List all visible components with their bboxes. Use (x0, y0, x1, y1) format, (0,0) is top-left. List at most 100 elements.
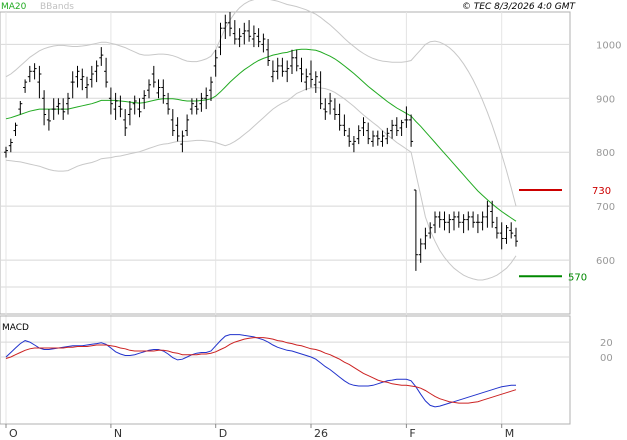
price-bar (123, 109, 128, 136)
price-bar (118, 95, 123, 118)
price-bar (285, 60, 290, 83)
macd-tick-label: 00 (600, 353, 613, 364)
price-bar (466, 211, 471, 231)
price-bar (270, 60, 275, 83)
price-bar (108, 87, 113, 115)
price-tick-label: 900 (596, 94, 615, 105)
price-bar (137, 98, 142, 118)
price-bar (18, 101, 23, 115)
price-bar (351, 136, 356, 153)
x-axis: O N D 26 F M (0, 423, 570, 440)
price-bar (447, 214, 452, 234)
macd-tick-label: 20 (600, 338, 613, 349)
price-bar (61, 98, 66, 120)
price-bar (371, 130, 375, 147)
macd-lines (5, 334, 517, 408)
bband-lower-line (5, 86, 517, 281)
price-bar (294, 49, 299, 72)
price-bar (437, 211, 442, 228)
price-bar (209, 76, 213, 101)
price-bar (299, 57, 304, 83)
price-bar (94, 60, 99, 83)
x-tick-label: F (409, 427, 415, 440)
price-bar (471, 211, 476, 228)
price-bar (228, 12, 232, 37)
price-bar (166, 92, 171, 115)
price-bar (394, 117, 399, 136)
price-bar (342, 114, 347, 136)
price-bar (242, 22, 247, 45)
price-bar (480, 211, 485, 231)
price-bar (51, 98, 56, 120)
price-bar (218, 22, 223, 56)
x-tick-label: D (219, 427, 227, 440)
x-tick-label: O (9, 427, 18, 440)
price-bar (56, 98, 61, 115)
price-bar (442, 211, 447, 231)
price-bar (175, 117, 180, 142)
price-bar (504, 225, 509, 244)
price-bar (390, 119, 395, 139)
price-bar (494, 216, 499, 239)
resistance-label: 730 (592, 186, 611, 197)
price-bar (127, 101, 132, 126)
price-bar (490, 200, 495, 228)
price-bar (194, 98, 199, 115)
price-bar (251, 25, 256, 48)
macd-line (5, 334, 516, 408)
price-bar (170, 109, 175, 136)
price-bar (237, 28, 242, 48)
price-bar (309, 60, 313, 88)
bband-upper-line (5, 0, 517, 207)
price-bar (485, 200, 490, 228)
price-bar (266, 39, 271, 66)
price-bar (375, 130, 380, 146)
price-bar (75, 65, 80, 88)
x-tick-label: N (114, 427, 122, 440)
price-bar (313, 71, 318, 93)
copyright-label: © TEC 8/3/2026 4:0 GMT (462, 2, 577, 12)
price-bar (180, 130, 185, 153)
price-tick-label: 800 (596, 148, 615, 159)
price-bar (318, 71, 323, 110)
price-bar (418, 238, 423, 263)
price-tick-label: 700 (596, 202, 615, 213)
price-bar (347, 127, 352, 147)
price-bar (80, 68, 85, 91)
price-bar (366, 122, 371, 145)
price-bar (132, 95, 137, 115)
price-bar (280, 57, 285, 77)
price-bar (399, 119, 404, 136)
macd-panel-frame (0, 315, 571, 425)
price-bar (275, 57, 280, 80)
price-bar (151, 65, 156, 88)
bbands-legend-label: BBands (40, 2, 74, 12)
price-bar (156, 79, 161, 99)
ma20-line (5, 48, 517, 222)
price-bar (104, 57, 109, 88)
price-tick-label: 1000 (596, 40, 621, 51)
support-label: 570 (568, 272, 587, 283)
price-bar (380, 130, 385, 147)
price-panel: 1000 900 800 700 600 730 570 (0, 0, 621, 424)
price-bar (332, 98, 337, 120)
price-bar (142, 90, 147, 110)
price-bar (85, 76, 89, 99)
price-bar (361, 117, 366, 136)
price-bar (189, 98, 194, 115)
ma20-legend-label: MA20 (1, 2, 27, 12)
price-bar (99, 47, 104, 66)
price-bar (8, 138, 13, 153)
price-bar (13, 122, 18, 136)
price-bar (32, 63, 37, 80)
price-bar (147, 79, 151, 99)
price-bar (42, 90, 47, 126)
price-bar (223, 14, 228, 39)
price-bar (161, 79, 166, 104)
price-bar (452, 211, 456, 231)
price-bar (256, 28, 261, 48)
price-bar (409, 114, 414, 147)
price-bar (199, 92, 204, 112)
price-bar (46, 109, 51, 131)
